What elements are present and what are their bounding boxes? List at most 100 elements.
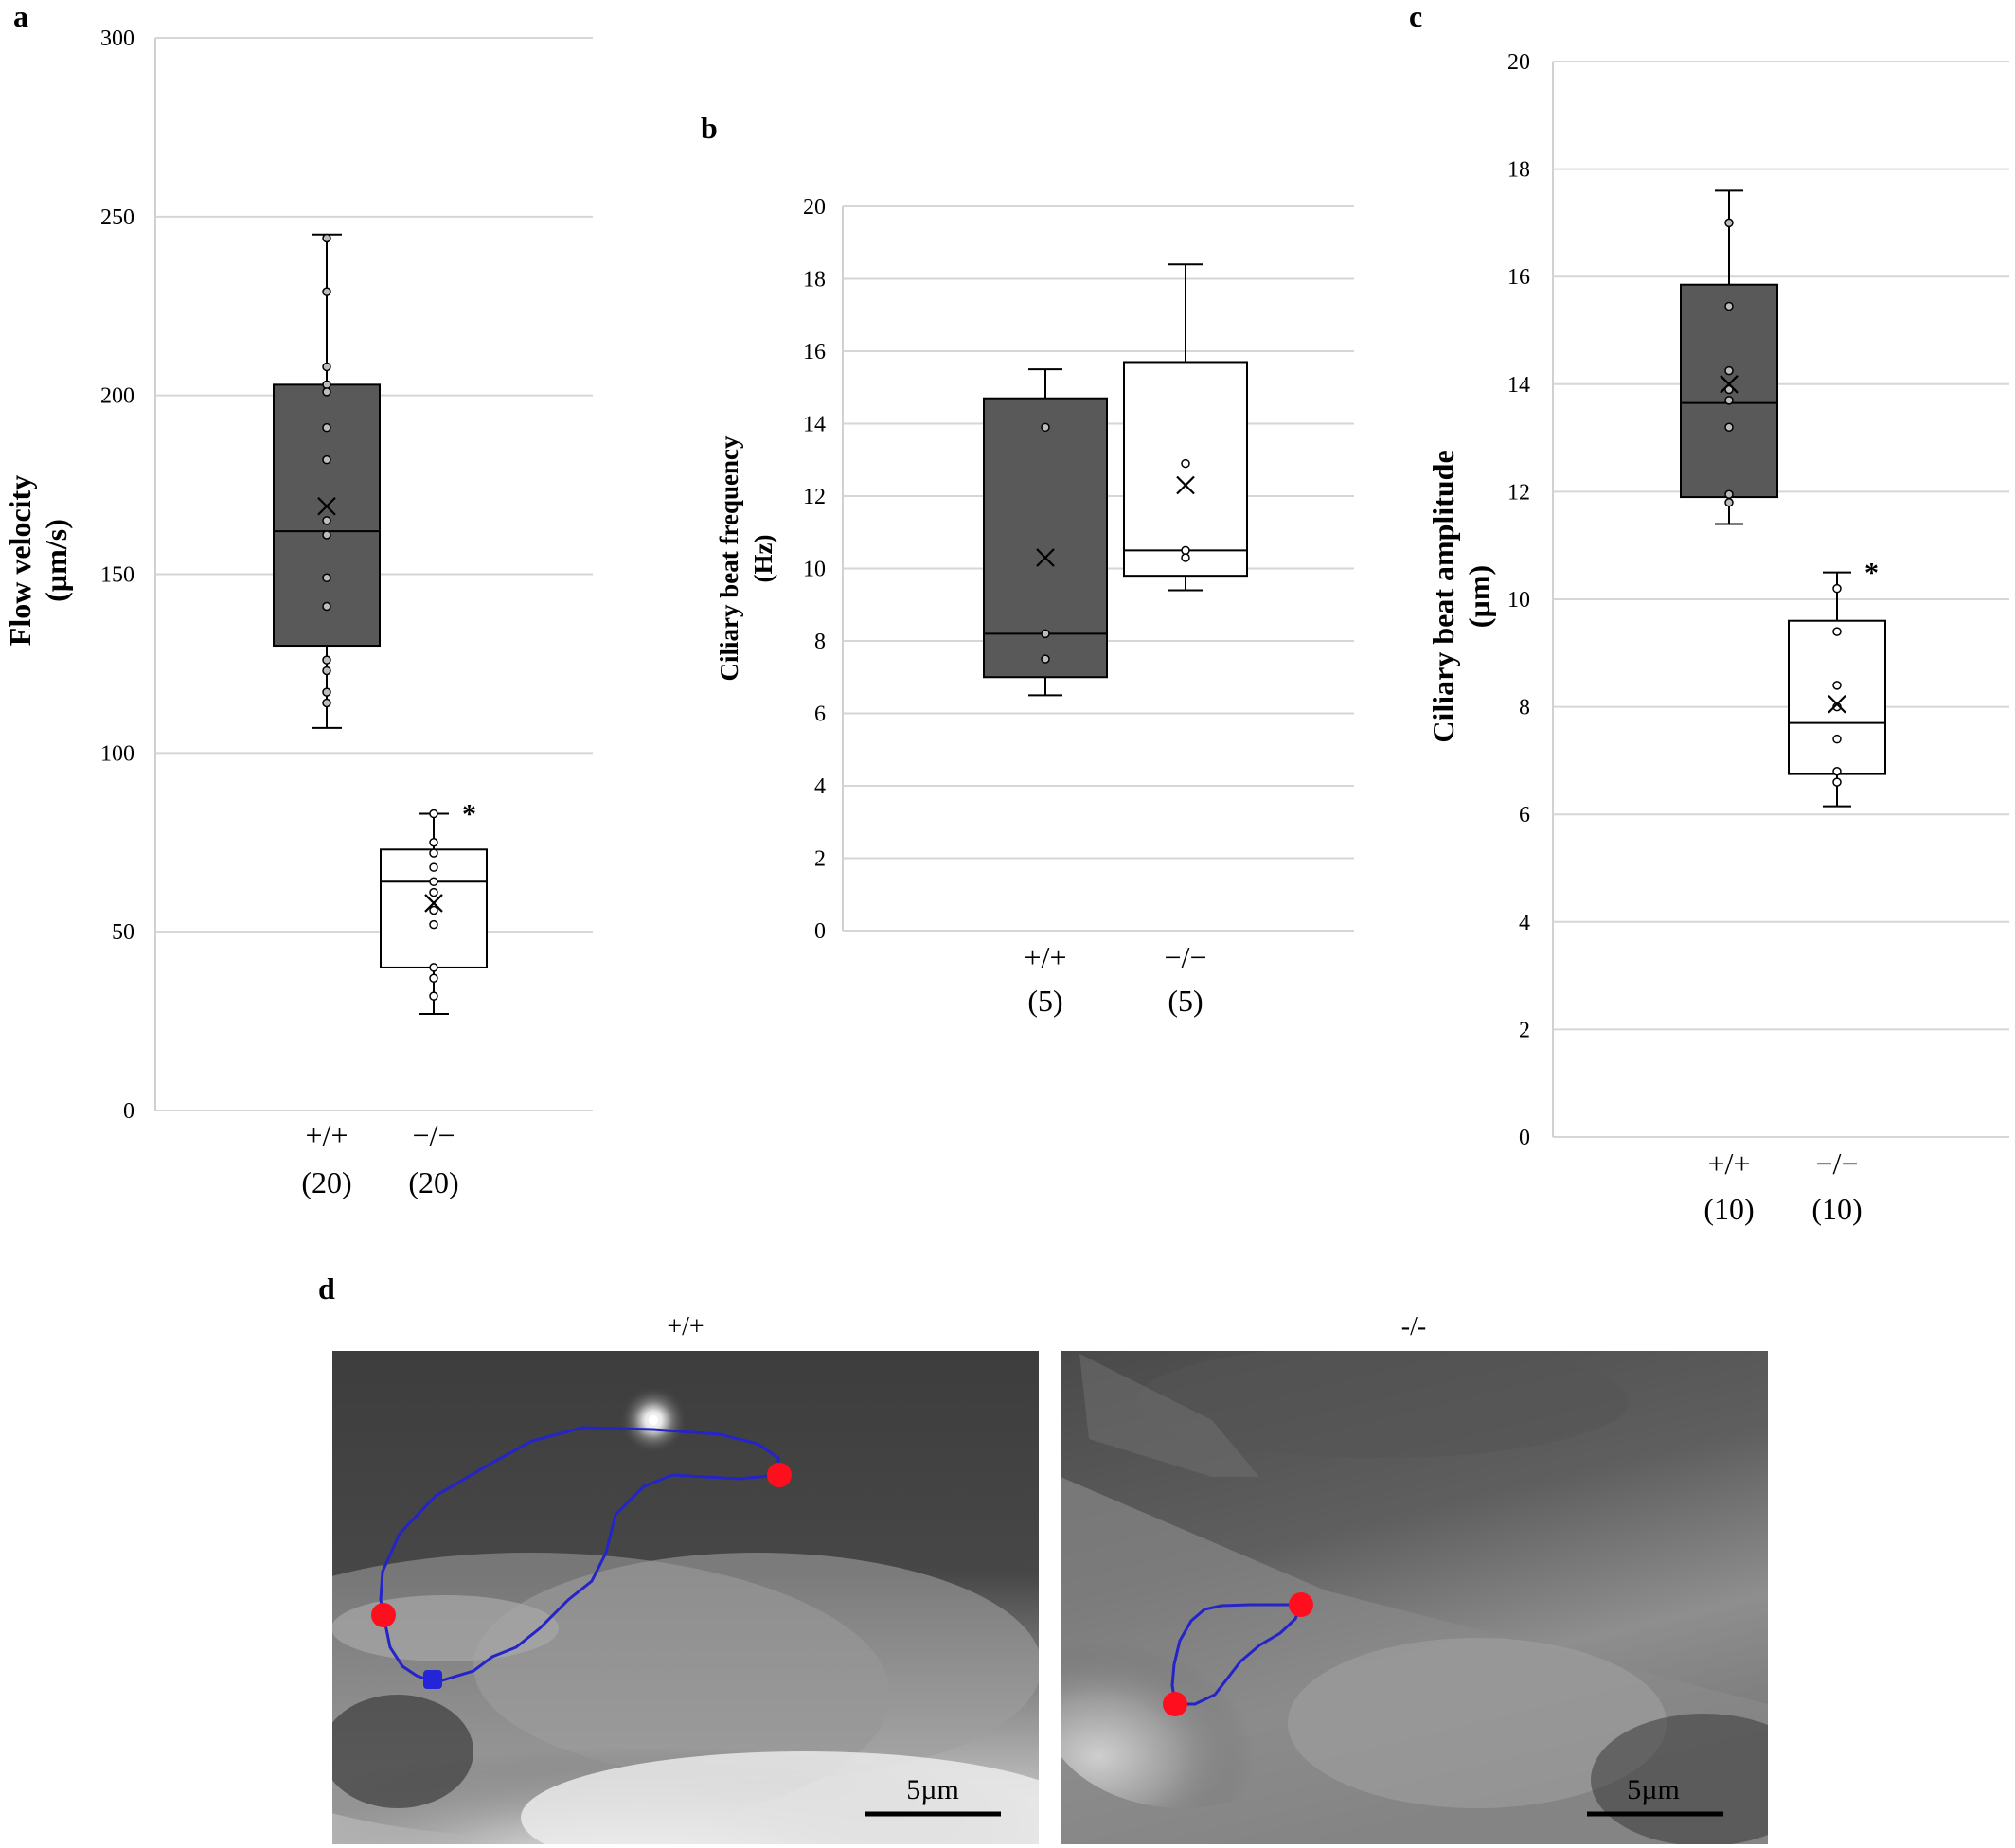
x-tick-sample-size: (5) bbox=[1168, 984, 1203, 1018]
y-tick-label: 50 bbox=[112, 920, 134, 945]
panel-letter-c: c bbox=[1409, 0, 1422, 33]
scale-label-ko: 5µm bbox=[1627, 1774, 1680, 1805]
x-tick-sample-size: (5) bbox=[1027, 984, 1062, 1018]
micrograph-ko: 5µm bbox=[1061, 1351, 1768, 1844]
data-point bbox=[1041, 422, 1050, 433]
chart-b-yticks: 0 2 4 6 8 10 12 14 16 18 20 bbox=[803, 195, 826, 944]
chart-a-boxes: * bbox=[273, 233, 488, 1016]
y-tick-label: 18 bbox=[1507, 158, 1530, 183]
mean-stroke bbox=[424, 894, 443, 913]
data-point bbox=[1181, 553, 1190, 562]
y-tick-label: 10 bbox=[803, 558, 826, 582]
y-tick-label: 14 bbox=[803, 413, 826, 437]
y-tick-label: 8 bbox=[814, 630, 826, 654]
start-marker-wt bbox=[371, 1603, 396, 1627]
chart-a-ylabel-line1: Flow velocity bbox=[3, 475, 37, 646]
data-point bbox=[429, 848, 438, 858]
mean-marker bbox=[1720, 375, 1739, 394]
chart-c-grid bbox=[1552, 61, 2009, 1138]
y-tick-label: 4 bbox=[814, 774, 826, 799]
mean-stroke bbox=[1176, 475, 1195, 495]
chart-c-ylabel-line2: (µm) bbox=[1462, 565, 1496, 628]
x-tick-sample-size: (10) bbox=[1811, 1192, 1862, 1226]
x-tick-sample-size: (10) bbox=[1703, 1192, 1754, 1226]
data-point bbox=[429, 963, 438, 972]
data-point bbox=[1832, 734, 1842, 744]
data-point bbox=[1832, 681, 1842, 690]
mean-stroke bbox=[1828, 694, 1846, 714]
data-point bbox=[1724, 301, 1734, 311]
data-point bbox=[429, 808, 438, 819]
data-point bbox=[1724, 218, 1734, 228]
data-point bbox=[1041, 629, 1050, 639]
data-point bbox=[429, 887, 438, 897]
y-tick-label: 100 bbox=[100, 741, 134, 766]
data-point bbox=[429, 838, 438, 847]
mean-stroke bbox=[317, 496, 336, 516]
y-tick-label: 4 bbox=[1519, 911, 1530, 935]
mean-marker bbox=[1036, 548, 1055, 567]
mean-stroke bbox=[1720, 375, 1739, 394]
data-point bbox=[1832, 767, 1842, 776]
data-point bbox=[1832, 583, 1842, 594]
x-tick-label: −/− bbox=[413, 1118, 455, 1152]
data-point bbox=[1724, 384, 1734, 395]
data-point bbox=[1041, 654, 1050, 664]
data-point bbox=[322, 530, 331, 540]
image-title-ko: -/- bbox=[1401, 1312, 1426, 1342]
data-point bbox=[1724, 396, 1734, 405]
y-tick-label: 250 bbox=[100, 205, 134, 230]
data-point bbox=[322, 387, 331, 397]
data-point bbox=[1181, 458, 1190, 469]
start-marker-ko bbox=[1163, 1692, 1187, 1716]
y-tick-label: 10 bbox=[1507, 588, 1530, 613]
data-point bbox=[322, 573, 331, 583]
data-point bbox=[322, 666, 331, 676]
end-marker-ko bbox=[1289, 1592, 1313, 1617]
mean-marker bbox=[1828, 694, 1846, 714]
data-point bbox=[429, 991, 438, 1001]
chart-a-ylabel-line2: (µm/s) bbox=[39, 519, 73, 602]
data-point bbox=[322, 698, 331, 708]
mean-marker bbox=[317, 496, 336, 516]
scale-label-wt: 5µm bbox=[906, 1774, 959, 1805]
panel-letter-d: d bbox=[318, 1271, 335, 1306]
x-tick-sample-size: (20) bbox=[408, 1165, 458, 1199]
data-point bbox=[429, 862, 438, 872]
chart-ciliary-beat-amplitude: 0 2 4 6 8 10 12 14 16 18 20 * +/+ (10) −/− (10) Cilia… bbox=[1426, 50, 2009, 1226]
significance-star: * bbox=[1864, 558, 1879, 589]
y-tick-label: 150 bbox=[100, 563, 134, 588]
y-tick-label: 20 bbox=[1507, 50, 1530, 75]
data-point bbox=[322, 362, 331, 372]
y-tick-label: 6 bbox=[1519, 803, 1530, 827]
data-point bbox=[322, 687, 331, 697]
data-point bbox=[1724, 365, 1734, 376]
x-tick-label: +/+ bbox=[306, 1118, 348, 1152]
data-point bbox=[1832, 627, 1842, 636]
y-tick-label: 2 bbox=[814, 847, 826, 872]
data-point bbox=[1724, 498, 1734, 507]
data-point bbox=[429, 973, 438, 984]
y-tick-label: 300 bbox=[100, 27, 134, 51]
y-tick-label: 12 bbox=[803, 485, 826, 509]
data-point bbox=[322, 233, 331, 243]
end-marker-wt bbox=[767, 1463, 792, 1487]
data-point bbox=[322, 601, 331, 612]
data-point bbox=[429, 877, 438, 887]
y-tick-label: 0 bbox=[1519, 1126, 1530, 1150]
y-tick-label: 8 bbox=[1519, 696, 1530, 720]
tip-marker-wt bbox=[423, 1670, 442, 1689]
data-point bbox=[322, 454, 331, 465]
y-tick-label: 20 bbox=[803, 195, 826, 220]
chart-b-ylabel-line2: (Hz) bbox=[749, 535, 777, 583]
y-tick-label: 0 bbox=[123, 1099, 134, 1124]
chart-b-ylabel-line1: Ciliary beat frequency bbox=[715, 435, 743, 681]
mean-stroke bbox=[1036, 548, 1055, 567]
data-point bbox=[322, 422, 331, 433]
data-point bbox=[322, 287, 331, 296]
y-tick-label: 12 bbox=[1507, 480, 1530, 505]
panel-letter-b: b bbox=[701, 111, 718, 145]
x-tick-label: −/− bbox=[1165, 940, 1207, 974]
chart-c-boxes: * bbox=[1680, 189, 1886, 808]
panel-letter-a: a bbox=[13, 0, 28, 33]
